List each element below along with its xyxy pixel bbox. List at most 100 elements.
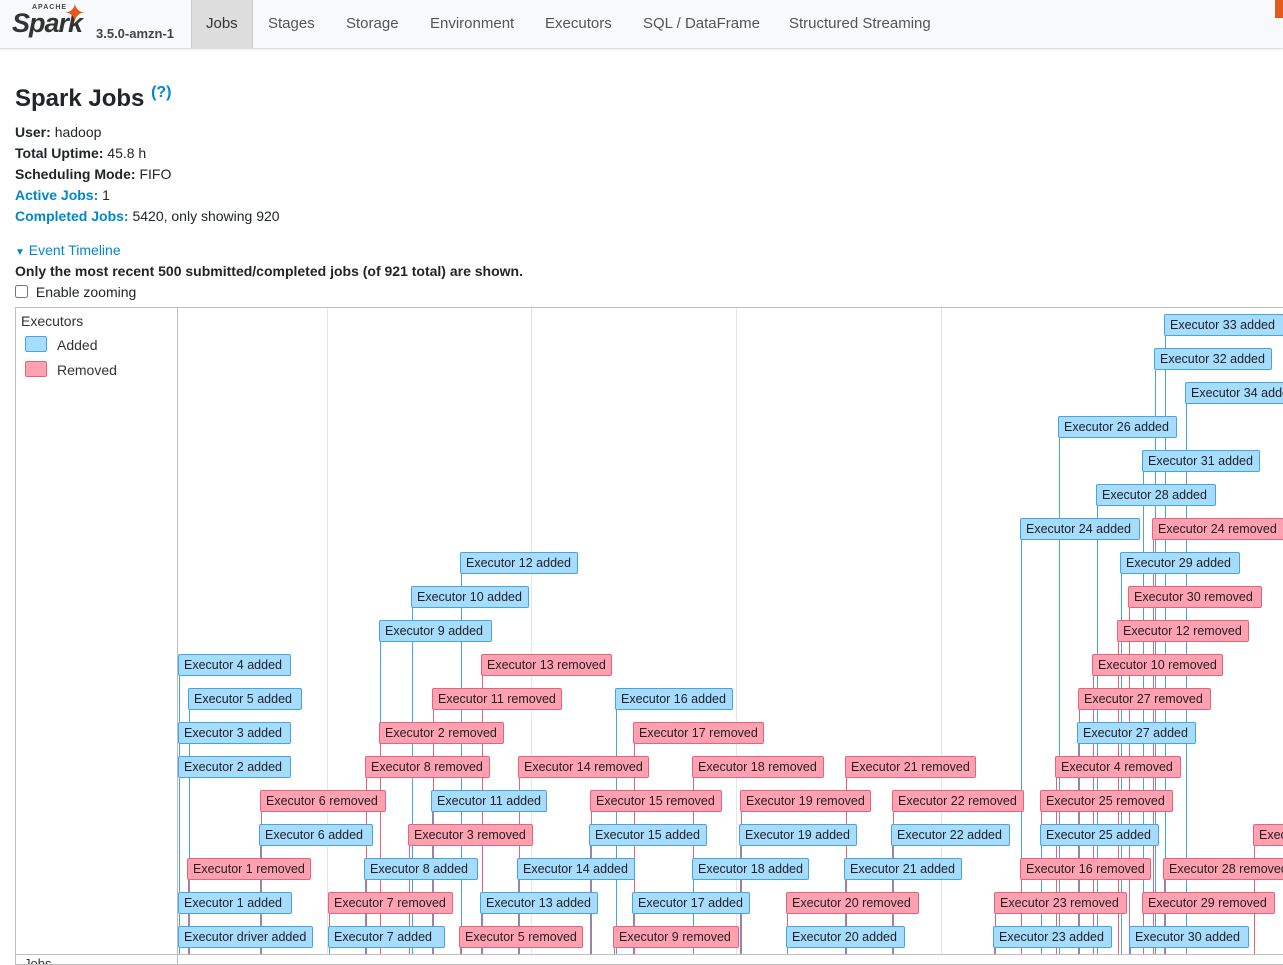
page-title-text: Spark Jobs [15,85,145,112]
executor-event-added[interactable]: Executor 28 added [1096,484,1216,506]
event-timeline[interactable]: Executors Added Removed Jobs Executor 33… [15,307,1283,965]
event-stem-line [787,948,788,954]
executor-event-removed[interactable]: Executor 25 removed [1040,790,1173,812]
executor-event-removed[interactable]: Executor 4 removed [1055,756,1181,778]
executor-event-added[interactable]: Executor 33 added [1164,314,1283,336]
executor-event-removed[interactable]: Executor 16 removed [1020,858,1151,880]
executor-event-removed[interactable]: Executor 26 removed [1253,824,1283,846]
event-stem-line [845,880,846,954]
executor-event-removed[interactable]: Executor 29 removed [1142,892,1275,914]
executor-event-added[interactable]: Executor 12 added [460,552,578,574]
timeline-grid-line [327,308,328,954]
executor-event-removed[interactable]: Executor 10 removed [1092,654,1223,676]
corner-badge [1275,0,1283,18]
event-stem-line [518,880,519,954]
executor-event-removed[interactable]: Executor 20 removed [786,892,919,914]
enable-zooming-checkbox[interactable] [15,285,28,298]
executor-event-removed[interactable]: Executor 6 removed [260,790,386,812]
executor-event-removed[interactable]: Executor 7 removed [328,892,453,914]
executor-event-added[interactable]: Executor 25 added [1040,824,1159,846]
executor-event-added[interactable]: Executor 17 added [632,892,750,914]
executor-event-removed[interactable]: Executor 27 removed [1078,688,1211,710]
event-stem-line [179,948,180,954]
executor-event-added[interactable]: Executor 23 added [993,926,1112,948]
executor-event-added[interactable]: Executor 34 added [1185,382,1283,404]
executor-event-added[interactable]: Executor 14 added [517,858,635,880]
executor-event-added[interactable]: Executor 32 added [1154,348,1272,370]
active-jobs-value: 1 [102,187,110,203]
executor-event-removed[interactable]: Executor 30 removed [1128,586,1262,608]
executor-event-added[interactable]: Executor 1 added [178,892,292,914]
executor-event-added[interactable]: Executor 7 added [328,926,445,948]
executor-event-added[interactable]: Executor 15 added [589,824,707,846]
event-stem-line [329,948,330,954]
executor-event-removed[interactable]: Executor 13 removed [481,654,612,676]
executor-event-added[interactable]: Executor 24 added [1020,518,1140,540]
executor-event-added[interactable]: Executor 19 added [739,824,857,846]
tab-storage[interactable]: Storage [346,15,399,32]
event-timeline-toggle[interactable]: ▼ Event Timeline [15,242,121,258]
executor-event-removed[interactable]: Executor 2 removed [379,722,504,744]
executor-event-removed[interactable]: Executor 3 removed [408,824,533,846]
active-jobs-link[interactable]: Active Jobs: [15,187,99,203]
event-stem-line [482,676,483,954]
executor-event-removed[interactable]: Executor 21 removed [845,756,976,778]
event-stem-line [693,880,694,954]
executor-event-added[interactable]: Executor 26 added [1058,416,1177,438]
executor-event-added[interactable]: Executor 13 added [480,892,598,914]
executor-event-added[interactable]: Executor 5 added [188,688,302,710]
executor-event-removed[interactable]: Executor 22 removed [892,790,1024,812]
executor-event-added[interactable]: Executor 22 added [891,824,1010,846]
executor-event-removed[interactable]: Executor 11 removed [432,688,562,710]
tab-structured-streaming[interactable]: Structured Streaming [789,15,931,32]
timeline-note: Only the most recent 500 submitted/compl… [15,263,523,279]
executor-event-added[interactable]: Executor 18 added [692,858,809,880]
executor-event-added[interactable]: Executor 3 added [178,722,291,744]
completed-jobs-link[interactable]: Completed Jobs: [15,208,129,224]
executor-event-added[interactable]: Executor 6 added [259,824,373,846]
executor-event-removed[interactable]: Executor 23 removed [994,892,1127,914]
executor-event-added[interactable]: Executor driver added [178,926,313,948]
event-stem-line [188,880,189,954]
spark-star-icon: ✦ [64,0,86,28]
event-stem-line [1153,540,1154,954]
tab-environment[interactable]: Environment [430,15,515,32]
help-link[interactable]: (?) [151,84,172,101]
executor-event-removed[interactable]: Executor 18 removed [692,756,824,778]
executor-event-removed[interactable]: Executor 9 removed [613,926,739,948]
executor-event-added[interactable]: Executor 8 added [364,858,478,880]
executor-event-added[interactable]: Executor 30 added [1129,926,1249,948]
executor-event-removed[interactable]: Executor 12 removed [1117,620,1249,642]
event-stem-line [591,812,592,954]
user-value: hadoop [54,124,102,140]
tab-jobs[interactable]: Jobs [191,0,253,48]
executor-event-added[interactable]: Executor 20 added [786,926,905,948]
executor-event-removed[interactable]: Executor 1 removed [187,858,311,880]
executor-event-removed[interactable]: Executor 14 removed [518,756,649,778]
executor-event-added[interactable]: Executor 27 added [1077,722,1196,744]
executor-event-added[interactable]: Executor 2 added [178,756,291,778]
executor-event-added[interactable]: Executor 11 added [431,790,548,812]
event-stem-line [189,710,190,954]
event-stem-line [1093,676,1094,954]
executor-event-removed[interactable]: Executor 19 removed [740,790,871,812]
executor-event-removed[interactable]: Executor 15 removed [590,790,722,812]
executor-event-removed[interactable]: Executor 17 removed [633,722,764,744]
page-title: Spark Jobs (?) [15,80,172,113]
executor-event-removed[interactable]: Executor 8 removed [365,756,490,778]
spark-logo[interactable]: APACHE Spark ✦ 3.5.0-amzn-1 [12,0,182,46]
executor-event-added[interactable]: Executor 4 added [178,654,291,676]
executor-event-added[interactable]: Executor 29 added [1120,552,1240,574]
executor-event-added[interactable]: Executor 31 added [1142,450,1260,472]
tab-stages[interactable]: Stages [268,15,315,32]
executor-event-added[interactable]: Executor 10 added [411,586,529,608]
tab-executors[interactable]: Executors [545,15,612,32]
executor-event-added[interactable]: Executor 9 added [379,620,492,642]
executor-event-added[interactable]: Executor 16 added [615,688,733,710]
executor-event-removed[interactable]: Executor 5 removed [459,926,583,948]
event-stem-line [741,812,742,954]
tab-sql-dataframe[interactable]: SQL / DataFrame [643,15,760,32]
executor-event-removed[interactable]: Executor 28 removed [1163,858,1283,880]
executor-event-added[interactable]: Executor 21 added [844,858,962,880]
executor-event-removed[interactable]: Executor 24 removed [1152,518,1283,540]
